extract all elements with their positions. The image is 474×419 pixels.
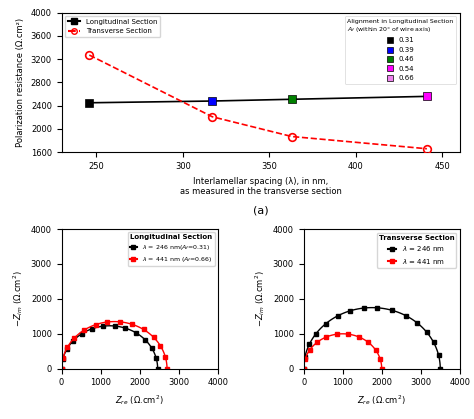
X-axis label: Interlamellar spacing (λ), in nm,
as measured in the transverse section: Interlamellar spacing (λ), in nm, as mea… — [180, 176, 342, 196]
Legend: $\lambda$ = 246 nm($A_f$=0.31), $\lambda$ = 441 nm ($A_f$=0.66): $\lambda$ = 246 nm($A_f$=0.31), $\lambda… — [128, 232, 215, 266]
Y-axis label: $-Z_{im}$ ($\Omega$.cm$^2$): $-Z_{im}$ ($\Omega$.cm$^2$) — [11, 271, 25, 327]
Y-axis label: $-Z_{im}$ ($\Omega$.cm$^2$): $-Z_{im}$ ($\Omega$.cm$^2$) — [253, 271, 267, 327]
X-axis label: $Z_{re}$ ($\Omega$.cm$^2$): $Z_{re}$ ($\Omega$.cm$^2$) — [357, 393, 406, 407]
Legend: 0.31, 0.39, 0.46, 0.54, 0.66: 0.31, 0.39, 0.46, 0.54, 0.66 — [345, 16, 456, 84]
Legend: $\lambda$ = 246 nm, $\lambda$ = 441 nm: $\lambda$ = 246 nm, $\lambda$ = 441 nm — [376, 233, 456, 268]
Y-axis label: Polarization resistance (Ω.cm²): Polarization resistance (Ω.cm²) — [16, 18, 25, 147]
Text: (a): (a) — [253, 205, 268, 215]
X-axis label: $Z_{re}$ ($\Omega$.cm$^2$): $Z_{re}$ ($\Omega$.cm$^2$) — [115, 393, 164, 407]
